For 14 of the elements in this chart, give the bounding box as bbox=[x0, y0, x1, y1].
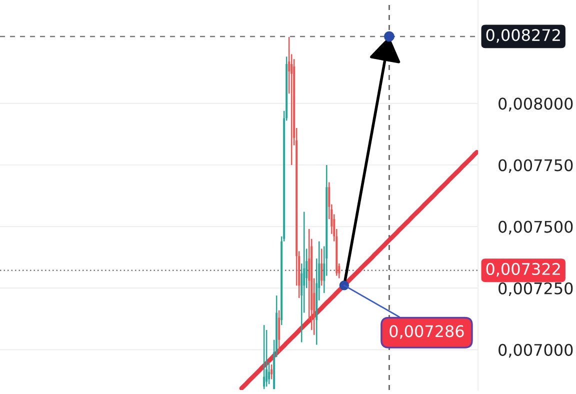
annotation: 0,007286 bbox=[390, 325, 464, 339]
candlestick bbox=[278, 310, 280, 353]
y-tick-label: 0,007500 bbox=[498, 220, 573, 234]
ref-line-label: 0,008272 bbox=[486, 29, 560, 43]
candlestick bbox=[320, 248, 323, 286]
candlestick bbox=[270, 364, 273, 380]
y-tick-label: 0,008000 bbox=[498, 98, 573, 112]
candlestick bbox=[263, 324, 266, 390]
y-tick-label: 0,007250 bbox=[498, 282, 573, 296]
y-tick-label: 0,007750 bbox=[498, 159, 573, 173]
ref-line-label: 0,007322 bbox=[486, 262, 560, 277]
line-series bbox=[239, 150, 478, 390]
candlestick bbox=[266, 329, 268, 388]
y-tick-label: 0,007000 bbox=[498, 344, 573, 358]
